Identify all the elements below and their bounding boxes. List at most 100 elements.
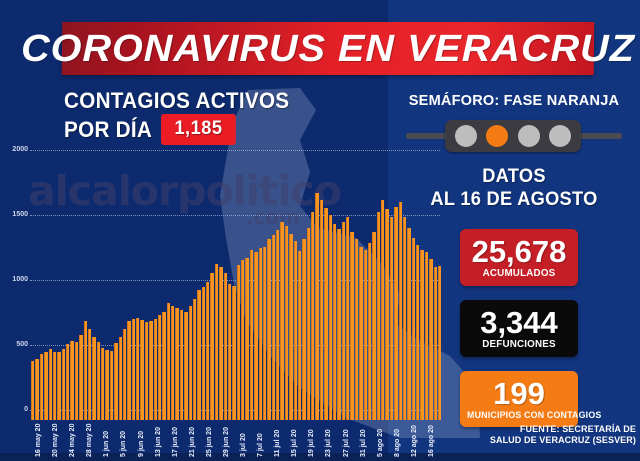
chart-bar — [359, 247, 363, 420]
chart-bar — [39, 354, 44, 420]
chart-bar — [424, 252, 429, 420]
x-tick-label: 19 jul 20 — [308, 429, 316, 457]
chart-bar — [140, 319, 144, 420]
chart-bar — [254, 252, 258, 420]
chart-bar — [402, 217, 407, 420]
stat-value-defunciones: 3,344 — [480, 305, 558, 340]
chart-bar — [175, 308, 179, 420]
y-tick-label-1500: 1500 — [12, 211, 28, 218]
chart-bar — [280, 222, 284, 420]
chart-bar — [44, 352, 48, 420]
chart-bar — [87, 329, 92, 420]
traffic-light-lamp-2-active — [486, 125, 509, 147]
banner-title: CORONAVIRUS EN VERACRUZ — [20, 27, 636, 70]
chart-bar — [131, 318, 135, 420]
stat-value-acumulados: 25,678 — [471, 234, 567, 269]
chart-bar — [179, 309, 184, 420]
chart-bar — [83, 321, 87, 420]
chart-bar — [398, 201, 402, 420]
chart-bar — [236, 265, 240, 420]
source-note: FUENTE: SECRETARÍA DE SALUD DE VERACRUZ … — [448, 424, 636, 446]
chart-bars — [31, 160, 442, 420]
x-tick-label: 29 jun 20 — [222, 427, 230, 457]
chart-bar — [210, 273, 214, 420]
x-tick-label: 8 ago 20 — [393, 428, 401, 457]
traffic-light-lamp-4 — [549, 125, 572, 147]
y-tick-label-1000: 1000 — [12, 276, 28, 283]
traffic-light-lamp-1 — [454, 125, 477, 147]
chart-bar — [385, 209, 389, 420]
chart-bar — [162, 312, 166, 420]
chart-bar — [136, 317, 140, 420]
chart-bar — [293, 240, 297, 420]
x-tick-label: 7 jul 20 — [257, 433, 265, 457]
subtitle-line-2-row: POR DÍA 1,185 — [64, 114, 365, 145]
source-line-2: SALUD DE VERACRUZ (SESVER) — [489, 435, 636, 445]
chart-bar — [153, 318, 157, 420]
chart-bar — [79, 334, 83, 420]
subtitle-line-1: CONTAGIOS ACTIVOS — [64, 88, 290, 113]
datos-title-line-2: AL 16 DE AGOSTO — [430, 189, 598, 210]
chart-bar — [166, 303, 170, 420]
chart-bar — [188, 305, 192, 420]
chart-bar — [227, 283, 232, 420]
chart-bar — [52, 351, 57, 420]
x-tick-label: 24 may 20 — [69, 423, 77, 457]
x-tick-label: 16 ago 20 — [427, 425, 435, 457]
x-tick-label: 23 jul 20 — [325, 429, 333, 457]
chart-bar — [381, 200, 385, 420]
x-tick-label: 9 jun 20 — [137, 430, 145, 457]
chart-bar — [61, 349, 65, 420]
chart-bar — [192, 299, 197, 420]
chart-bar — [437, 265, 442, 420]
chart-x-axis-labels: 16 may 20 20 may 20 24 may 20 28 may 20 1 ju… — [0, 413, 450, 461]
chart-bar — [367, 243, 372, 420]
chart-bar — [394, 206, 398, 420]
x-tick-label: 1 jun 20 — [103, 430, 111, 457]
chart-bar — [302, 239, 306, 420]
chart-bar — [319, 200, 324, 420]
chart-bar — [262, 247, 267, 420]
x-tick-label: 16 may 20 — [35, 423, 42, 457]
x-tick-label: 28 may 20 — [86, 423, 94, 457]
chart-bar — [332, 223, 337, 420]
chart-bar — [420, 249, 424, 420]
y-tick-label-0: 0 — [24, 406, 28, 413]
gridline-1000 — [30, 280, 440, 281]
gridline-2000 — [30, 150, 440, 151]
chart-bar — [354, 239, 359, 420]
chart-bar — [214, 264, 219, 420]
chart-bar — [66, 343, 70, 420]
chart-bar — [171, 305, 175, 420]
chart-bar — [276, 230, 280, 420]
chart-bar — [109, 351, 114, 420]
x-tick-label: 15 jul 20 — [291, 429, 299, 457]
chart-bar — [219, 266, 223, 420]
stat-card-acumulados: 25,678 ACUMULADOS — [460, 229, 578, 286]
chart-bar — [127, 321, 131, 420]
chart-bar — [363, 249, 367, 420]
chart-bar — [249, 249, 254, 420]
chart-bar — [341, 222, 345, 420]
stat-label-municipios: MUNICIPIOS CON CONTAGIOS — [467, 410, 602, 420]
stat-card-municipios: 199 MUNICIPIOS CON CONTAGIOS — [460, 371, 602, 427]
stat-label-defunciones: DEFUNCIONES — [482, 339, 556, 350]
x-tick-label: 5 ago 20 — [376, 428, 384, 457]
semaforo-widget — [388, 118, 640, 154]
x-tick-label: 21 jun 20 — [188, 427, 196, 457]
stat-label-acumulados: ACUMULADOS — [482, 268, 556, 279]
active-cases-badge: 1,185 — [160, 114, 236, 145]
chart-bar — [105, 349, 109, 420]
stat-card-defunciones: 3,344 DEFUNCIONES — [460, 300, 578, 357]
stat-value-municipios: 199 — [493, 376, 545, 411]
chart-bar — [350, 231, 354, 420]
x-tick-label: 13 jun 20 — [154, 427, 162, 457]
chart-bar — [70, 340, 74, 420]
chart-bar — [328, 214, 332, 420]
chart-bar — [157, 314, 162, 420]
chart-bar — [289, 234, 293, 420]
y-tick-label-500: 500 — [16, 341, 28, 348]
traffic-light-icon — [445, 120, 581, 152]
chart-bar — [241, 260, 245, 420]
